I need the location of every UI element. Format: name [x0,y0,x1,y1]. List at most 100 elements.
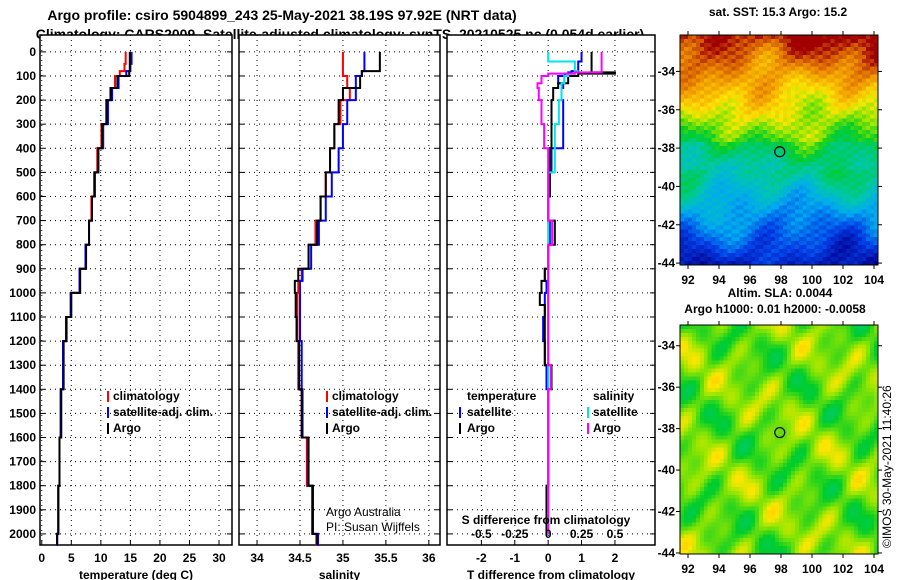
sst-map-title: sat. SST: 15.3 Argo: 15.2 [709,5,848,19]
sla-map-title: Altim. SLA: 0.0044 [728,286,833,300]
lon-tick-label: 102 [833,562,853,576]
y-tick-label: 1900 [9,503,36,517]
x-tick-label: -1 [509,551,520,565]
sla-map-image [680,325,878,554]
y-tick-label: 1500 [9,406,36,420]
y-tick-label: 1300 [9,358,36,372]
lon-tick-label: 100 [802,273,822,287]
lat-tick-label: -34 [658,64,676,78]
legend-label: Argo [113,421,141,435]
y-tick-label: 600 [16,189,36,203]
map-frame [679,324,879,555]
x-tick-label: 15 [124,551,138,565]
lon-tick-label: 104 [864,562,884,576]
y-tick-label: 2000 [9,527,36,541]
profile-line-argo [293,51,381,545]
sst-map-image [680,35,878,265]
y-tick-label: 1600 [9,431,36,445]
legend-swatch [587,407,589,418]
x-tick-label: 0 [545,551,552,565]
imos-timestamp: ©IMOS 30-May-2021 11:40:26 [880,385,894,548]
y-tick-label: 1000 [9,286,36,300]
y-tick-label: 100 [16,69,36,83]
x-tick-label: 34.5 [288,551,312,565]
lat-tick-label: -34 [658,339,676,353]
x-tick-label: 35 [336,551,350,565]
lat-tick-label: -44 [658,256,676,270]
credit-line-2: PI: Susan Wijffels [326,520,420,534]
lon-tick-label: 100 [802,562,822,576]
x2-axis-label: S difference from climatology [462,513,631,527]
legend-swatch [459,423,461,434]
x2-tick-label: 0.25 [570,527,594,541]
legend-title-salinity: salinity [593,389,635,403]
lat-tick-label: -36 [658,103,676,117]
title-line-1: Argo profile: csiro 5904899_243 25-May-2… [47,7,516,23]
x-tick-label: 20 [153,551,167,565]
panel-difference: -2 -1 0 1 2 T difference from climatology temp… [446,34,656,580]
legend-swatch [107,391,109,402]
y-tick-label: 300 [16,117,36,131]
legend-swatch [326,423,328,434]
lat-tick-label: -40 [658,463,676,477]
x-tick-label: 1 [578,551,585,565]
x-tick-label: 2 [612,551,619,565]
x-tick-label: 30 [212,551,226,565]
panel-salinity: 34 34.5 35 35.5 36 salinity climatology satelli… [238,34,441,580]
legend-label: climatology [332,389,399,403]
profile-line-argo [56,51,131,545]
lon-tick-label: 92 [681,562,695,576]
legend-title-temperature: temperature [467,389,537,403]
plot-frame [39,34,233,546]
y-tick-label: 1100 [10,310,36,324]
y-tick-label: 500 [16,165,36,179]
x-axis-label: temperature (deg C) [79,568,193,580]
lon-tick-label: 94 [712,273,726,287]
sla-map-subtitle: Argo h1000: 0.01 h2000: -0.0058 [684,302,866,316]
legend-swatch [326,407,328,418]
lon-tick-label: 104 [864,273,884,287]
sst-map-axes: 92 94 96 98 100 102 104 -34 -36 -38 -40 -42 -44 [658,31,884,287]
x2-tick-label: 0.5 [607,527,624,541]
lat-tick-label: -42 [658,218,676,232]
x2-tick-label: -0.25 [501,527,529,541]
lat-tick-label: -36 [658,380,676,394]
x-tick-label: 35.5 [374,551,398,565]
legend-label: Argo [332,421,360,435]
x-tick-label: 25 [183,551,197,565]
legend-label: satellite-adj. clim. [113,405,213,419]
x-tick-label: 5 [68,551,75,565]
argo-position-marker [774,426,786,439]
sla-map-axes: 92 94 96 98 100 102 104 -34 -36 -38 -40 -42 -44 [658,321,884,576]
legend-label: satellite [593,405,638,419]
x-axis-label: T difference from climatology [467,568,635,580]
credit-line-1: Argo Australia [326,505,401,519]
lat-tick-label: -40 [658,179,676,193]
legend-swatch [459,407,461,418]
lon-tick-label: 92 [681,273,695,287]
lon-tick-label: 98 [774,562,788,576]
lat-tick-label: -38 [658,422,676,436]
panel-temperature: 0100200300400500600700800900100011001200… [9,34,233,580]
y-tick-label: 900 [16,262,36,276]
lon-tick-label: 96 [743,562,757,576]
y-tick-label: 0 [29,45,36,59]
y-tick-label: 1200 [9,334,36,348]
lon-tick-label: 96 [743,273,757,287]
legend-swatch [107,423,109,434]
x2-tick-label: -0.5 [471,527,492,541]
legend-swatch [107,407,109,418]
x-tick-label: 34 [250,551,264,565]
legend-label: Argo [593,421,621,435]
y-tick-label: 1400 [9,382,36,396]
lat-tick-label: -42 [658,505,676,519]
map-frame [679,34,879,266]
x-tick-label: 0 [38,551,45,565]
legend-swatch [587,423,589,434]
lat-tick-label: -44 [658,546,676,560]
x-tick-label: -2 [476,551,487,565]
lon-tick-label: 102 [833,273,853,287]
y-tick-label: 800 [16,238,36,252]
legend-label: satellite [467,405,512,419]
